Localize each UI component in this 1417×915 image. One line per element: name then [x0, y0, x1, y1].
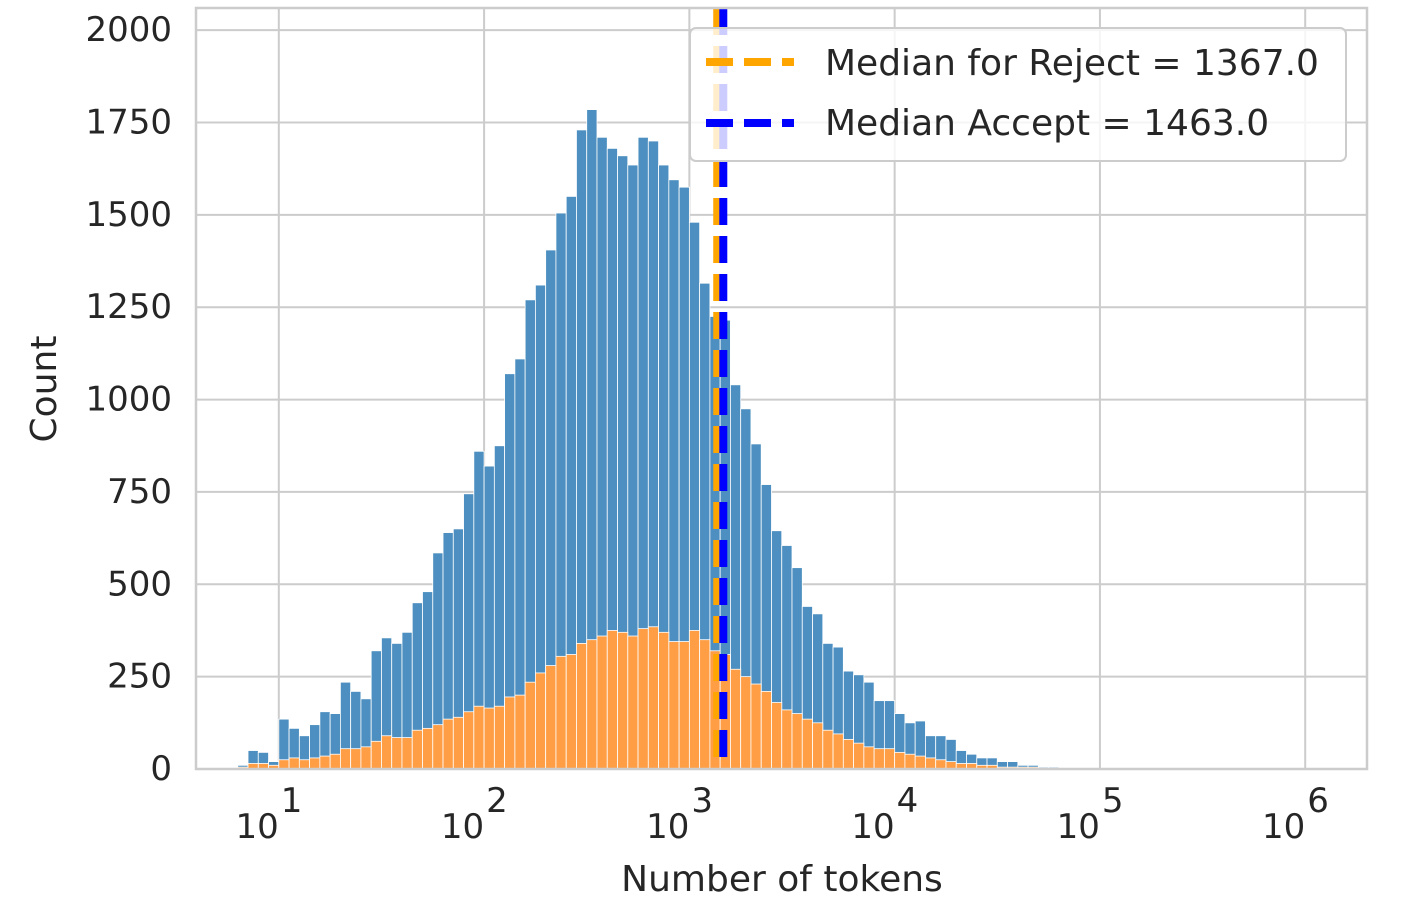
- reject-bar: [432, 724, 444, 770]
- reject-bar: [914, 755, 926, 770]
- reject-bar: [565, 654, 577, 770]
- reject-bar: [627, 635, 639, 770]
- reject-bar: [853, 742, 865, 770]
- x-tick-label: 10: [851, 807, 894, 847]
- reject-bar: [873, 748, 885, 770]
- x-tick-label: 10: [441, 807, 484, 847]
- x-tick-label: 10: [646, 807, 689, 847]
- y-tick-label: 2000: [85, 10, 172, 50]
- reject-bar: [586, 639, 598, 770]
- reject-bar: [771, 702, 783, 770]
- reject-bar: [452, 716, 464, 770]
- legend: Median for Reject = 1367.0 Median Accept…: [689, 27, 1347, 162]
- y-tick-label: 1000: [85, 380, 172, 420]
- reject-bar: [442, 718, 454, 770]
- reject-bar: [463, 711, 475, 770]
- reject-bar: [832, 733, 844, 770]
- reject-bar: [791, 713, 803, 770]
- x-tick-exponent: 1: [281, 781, 303, 821]
- y-tick-label: 500: [107, 564, 172, 604]
- reject-bar: [606, 630, 618, 770]
- reject-bar: [298, 759, 311, 770]
- reject-bar: [730, 668, 742, 770]
- plot-border: [194, 6, 1369, 771]
- reject-bar: [381, 735, 393, 770]
- legend-reject-label: Median for Reject = 1367.0: [825, 43, 1319, 84]
- y-axis-label: Count: [24, 336, 65, 443]
- reject-bar: [483, 707, 495, 770]
- reject-bar: [545, 665, 557, 770]
- reject-bar: [309, 757, 321, 770]
- reject-bar: [699, 639, 711, 770]
- reject-bar: [801, 718, 813, 770]
- reject-bar: [319, 755, 331, 770]
- x-axis-label: Number of tokens: [621, 859, 943, 900]
- reject-bar: [750, 683, 762, 770]
- x-tick-label: 10: [1057, 807, 1100, 847]
- reject-bar: [647, 626, 659, 770]
- reject-bar: [524, 681, 536, 770]
- reject-bar: [781, 709, 793, 770]
- plot-frame: [194, 6, 1369, 771]
- reject-bar: [504, 696, 516, 770]
- reject-bar: [668, 641, 680, 770]
- reject-bar: [555, 655, 567, 770]
- y-tick-label: 1750: [85, 103, 172, 143]
- y-axis-ticks: 0 250 500 750 1000 1250 1500 1750 2000: [85, 10, 172, 789]
- reject-bar: [894, 751, 906, 770]
- reject-bar: [935, 759, 947, 770]
- x-tick-exponent: 3: [691, 781, 713, 821]
- y-tick-label: 1250: [85, 287, 172, 327]
- reject-bar: [760, 691, 772, 770]
- reject-bar: [493, 705, 506, 770]
- reject-bar: [740, 676, 752, 770]
- reject-bar: [360, 746, 372, 770]
- reject-bar: [658, 631, 670, 770]
- reject-bar: [278, 759, 290, 770]
- x-tick-exponent: 4: [897, 781, 919, 821]
- y-tick-label: 0: [150, 749, 172, 789]
- legend-box: [689, 27, 1347, 162]
- x-tick-label: 10: [236, 807, 279, 847]
- x-tick-exponent: 6: [1307, 781, 1329, 821]
- reject-bar: [842, 739, 854, 770]
- x-tick-exponent: 5: [1102, 781, 1124, 821]
- reject-bar: [411, 729, 423, 770]
- reject-bar: [401, 737, 413, 770]
- reject-bar: [883, 748, 896, 770]
- reject-bar: [637, 628, 649, 770]
- reject-bar: [863, 746, 875, 770]
- y-tick-label: 250: [107, 657, 172, 697]
- x-tick-label: 10: [1262, 807, 1305, 847]
- y-tick-label: 1500: [85, 195, 172, 235]
- reject-bar: [339, 748, 352, 770]
- reject-bar: [514, 694, 526, 770]
- reject-bar: [617, 631, 629, 770]
- reject-bar: [596, 635, 608, 770]
- reject-bar: [535, 672, 547, 770]
- reject-bar: [925, 757, 937, 770]
- reject-bar: [688, 630, 701, 770]
- reject-bar: [350, 748, 362, 770]
- reject-bar: [904, 753, 916, 770]
- reject-bar: [812, 722, 824, 770]
- y-tick-label: 750: [107, 472, 172, 512]
- reject-bar: [329, 753, 341, 770]
- reject-bar: [473, 705, 485, 770]
- reject-bar: [370, 740, 382, 770]
- reject-bar: [391, 737, 403, 770]
- x-tick-exponent: 2: [486, 781, 508, 821]
- reject-bar: [678, 641, 690, 770]
- reject-bar: [822, 729, 834, 770]
- reject-bar: [288, 757, 300, 770]
- legend-accept-label: Median Accept = 1463.0: [825, 103, 1269, 144]
- reject-bar: [422, 727, 434, 770]
- reject-bar: [576, 642, 588, 770]
